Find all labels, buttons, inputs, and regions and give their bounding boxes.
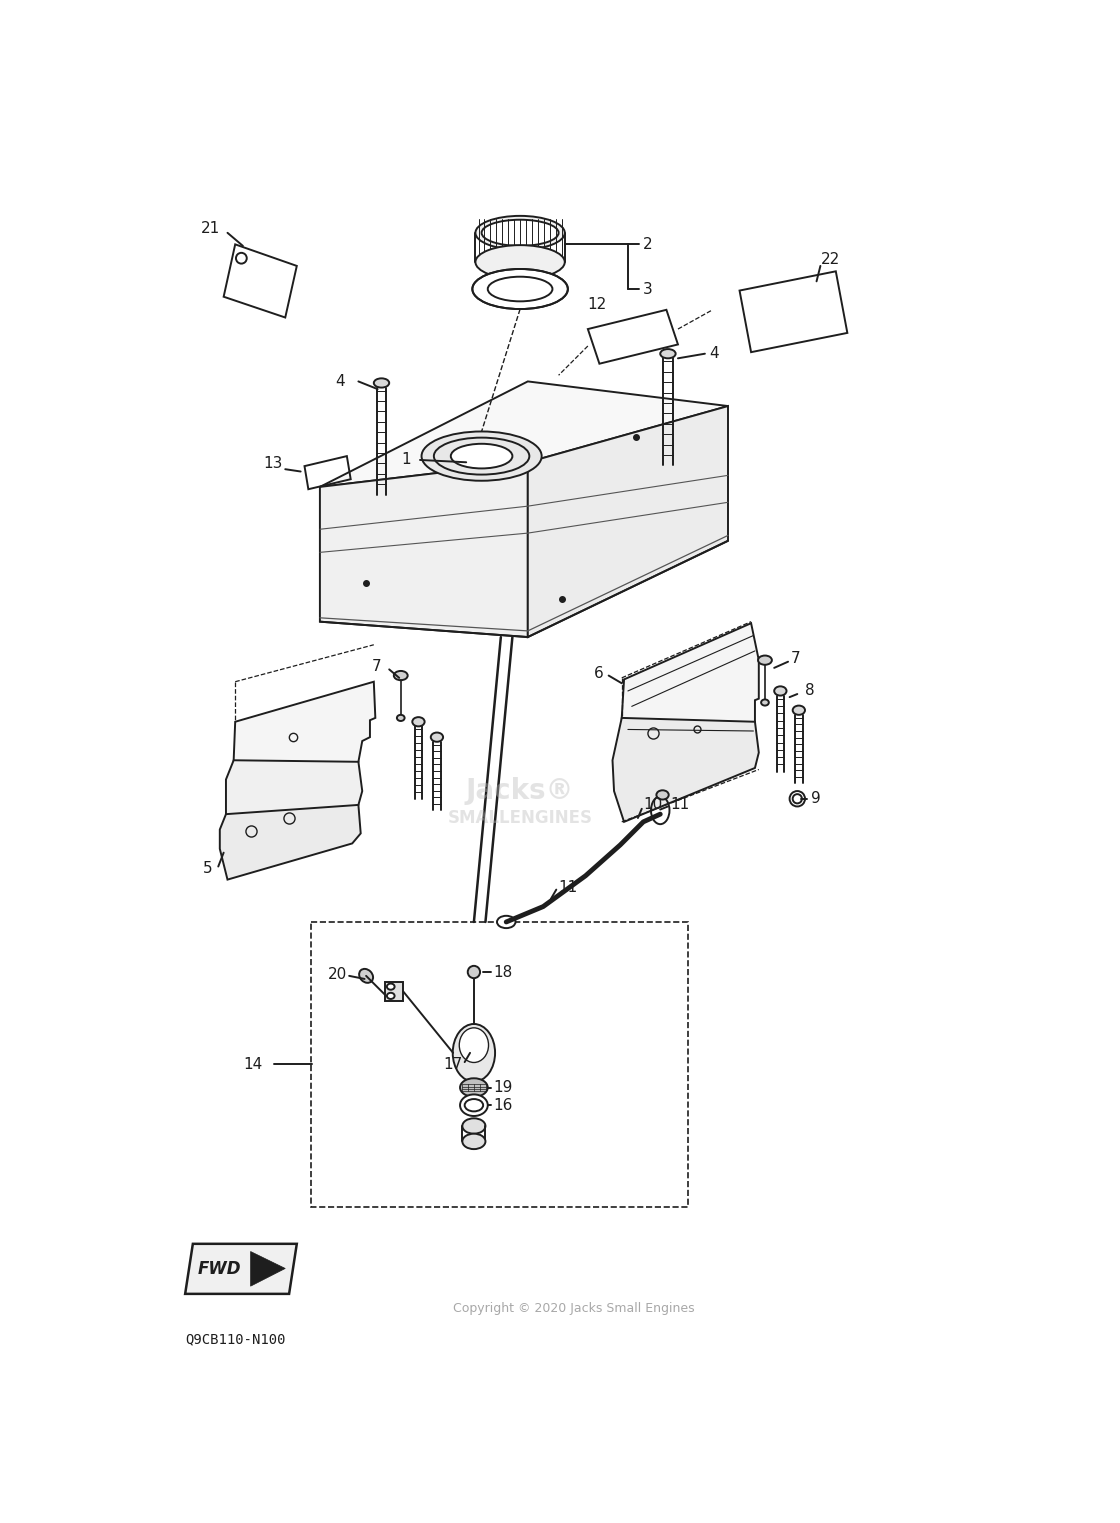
Text: 21: 21 <box>200 221 220 236</box>
Text: 4: 4 <box>709 346 718 361</box>
Ellipse shape <box>475 216 564 250</box>
Ellipse shape <box>497 915 515 928</box>
Text: 4: 4 <box>335 375 345 388</box>
Text: SMALLENGINES: SMALLENGINES <box>448 809 592 827</box>
Ellipse shape <box>790 790 805 807</box>
Ellipse shape <box>468 966 480 978</box>
Text: 1: 1 <box>401 452 411 468</box>
Text: 13: 13 <box>263 457 283 471</box>
Polygon shape <box>234 682 375 806</box>
Ellipse shape <box>374 378 390 387</box>
Ellipse shape <box>475 245 564 279</box>
Text: 5: 5 <box>203 860 212 876</box>
Polygon shape <box>226 760 362 845</box>
Text: 12: 12 <box>588 297 607 312</box>
Ellipse shape <box>460 1078 488 1097</box>
Ellipse shape <box>431 733 444 742</box>
Text: 19: 19 <box>493 1080 513 1095</box>
Ellipse shape <box>793 793 802 803</box>
Ellipse shape <box>394 672 408 681</box>
Text: 17: 17 <box>444 1057 463 1072</box>
Ellipse shape <box>459 1028 488 1063</box>
Ellipse shape <box>774 687 786 696</box>
Ellipse shape <box>236 253 246 263</box>
Ellipse shape <box>465 1100 483 1112</box>
Text: 11: 11 <box>670 798 690 812</box>
Polygon shape <box>185 1244 297 1295</box>
Polygon shape <box>220 806 361 880</box>
Ellipse shape <box>473 270 568 309</box>
Text: 10: 10 <box>643 798 663 812</box>
Text: 14: 14 <box>243 1057 262 1072</box>
Ellipse shape <box>396 714 404 720</box>
Ellipse shape <box>656 790 669 800</box>
Ellipse shape <box>460 1095 488 1116</box>
Ellipse shape <box>450 443 512 469</box>
Polygon shape <box>613 717 759 822</box>
Text: Q9CB110-N100: Q9CB110-N100 <box>185 1333 286 1346</box>
Text: Jacks®: Jacks® <box>466 777 575 806</box>
Text: 7: 7 <box>791 652 801 666</box>
Ellipse shape <box>463 1133 485 1150</box>
Text: 6: 6 <box>594 666 604 681</box>
Ellipse shape <box>452 1023 495 1081</box>
Text: 3: 3 <box>643 282 653 297</box>
Text: 11: 11 <box>559 880 578 896</box>
Text: 7: 7 <box>372 659 382 673</box>
Ellipse shape <box>482 219 559 245</box>
Ellipse shape <box>661 349 675 358</box>
Ellipse shape <box>360 969 373 982</box>
Ellipse shape <box>386 984 394 990</box>
Polygon shape <box>320 463 528 637</box>
Text: 8: 8 <box>805 684 814 699</box>
Ellipse shape <box>762 699 768 705</box>
Ellipse shape <box>758 655 772 664</box>
Polygon shape <box>251 1252 286 1285</box>
Ellipse shape <box>421 431 542 481</box>
Text: 16: 16 <box>493 1098 513 1113</box>
Text: 2: 2 <box>643 238 653 251</box>
Polygon shape <box>622 623 759 781</box>
Ellipse shape <box>793 705 805 714</box>
Text: 20: 20 <box>328 967 347 982</box>
Ellipse shape <box>412 717 424 726</box>
Polygon shape <box>385 982 403 1001</box>
Ellipse shape <box>386 993 394 999</box>
Text: 9: 9 <box>811 792 821 806</box>
Text: 22: 22 <box>820 253 840 267</box>
Text: Copyright © 2020 Jacks Small Engines: Copyright © 2020 Jacks Small Engines <box>454 1302 694 1314</box>
Text: FWD: FWD <box>198 1260 242 1278</box>
Ellipse shape <box>463 1118 485 1133</box>
Polygon shape <box>528 407 728 637</box>
Text: 18: 18 <box>493 964 512 979</box>
Polygon shape <box>320 381 728 487</box>
